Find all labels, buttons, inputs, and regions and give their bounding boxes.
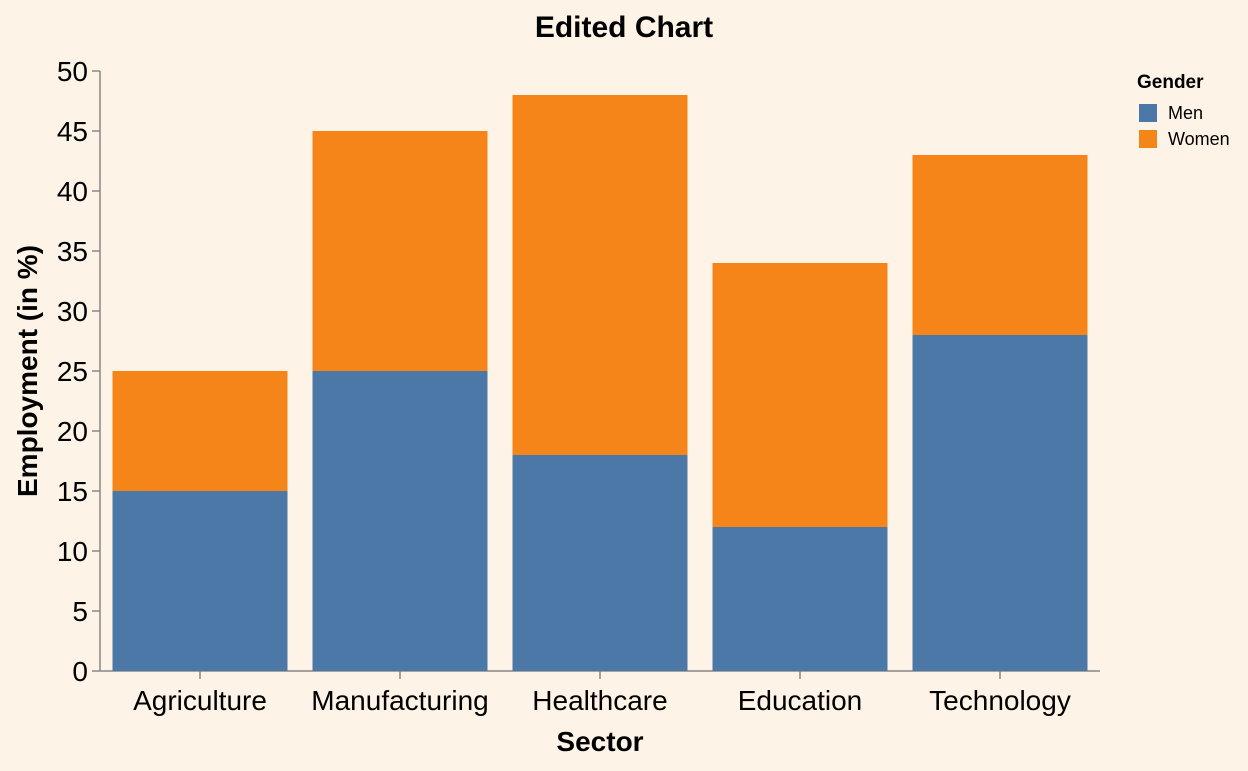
legend-label-women: Women bbox=[1168, 129, 1230, 149]
x-tick-label: Healthcare bbox=[532, 685, 667, 716]
legend-label-men: Men bbox=[1168, 103, 1203, 123]
y-tick-label: 25 bbox=[57, 356, 88, 387]
y-tick-label: 40 bbox=[57, 176, 88, 207]
legend-swatch-men bbox=[1139, 104, 1157, 122]
bar-women-technology bbox=[912, 155, 1088, 335]
legend: Gender Men Women bbox=[1137, 72, 1230, 149]
y-tick-label: 5 bbox=[72, 596, 88, 627]
x-tick-label: Agriculture bbox=[133, 685, 267, 716]
x-axis: Agriculture Manufacturing Healthcare Educat… bbox=[100, 670, 1100, 716]
y-tick-label: 20 bbox=[57, 416, 88, 447]
y-tick-label: 50 bbox=[57, 56, 88, 87]
y-axis-title: Employment (in %) bbox=[12, 245, 43, 497]
bar-men-manufacturing bbox=[312, 371, 488, 671]
y-tick-label: 30 bbox=[57, 296, 88, 327]
bar-women-manufacturing bbox=[312, 131, 488, 371]
y-tick-label: 10 bbox=[57, 536, 88, 567]
bar-men-education bbox=[712, 527, 888, 671]
bar-men-agriculture bbox=[112, 491, 288, 671]
y-axis: 0 5 10 15 20 25 30 35 40 45 50 bbox=[57, 56, 101, 687]
legend-swatch-women bbox=[1139, 130, 1157, 148]
x-tick-label: Manufacturing bbox=[311, 685, 488, 716]
chart-title: Edited Chart bbox=[535, 11, 713, 44]
bar-women-agriculture bbox=[112, 371, 288, 491]
bar-men-healthcare bbox=[512, 455, 688, 671]
bar-women-education bbox=[712, 263, 888, 527]
y-tick-label: 15 bbox=[57, 476, 88, 507]
bar-men-technology bbox=[912, 335, 1088, 671]
x-tick-label: Technology bbox=[929, 685, 1071, 716]
bars-group bbox=[112, 95, 1088, 671]
y-tick-label: 35 bbox=[57, 236, 88, 267]
legend-title: Gender bbox=[1137, 72, 1204, 93]
x-axis-title: Sector bbox=[556, 726, 643, 757]
bar-women-healthcare bbox=[512, 95, 688, 455]
y-tick-label: 0 bbox=[72, 656, 88, 687]
x-tick-label: Education bbox=[738, 685, 863, 716]
y-tick-label: 45 bbox=[57, 116, 88, 147]
